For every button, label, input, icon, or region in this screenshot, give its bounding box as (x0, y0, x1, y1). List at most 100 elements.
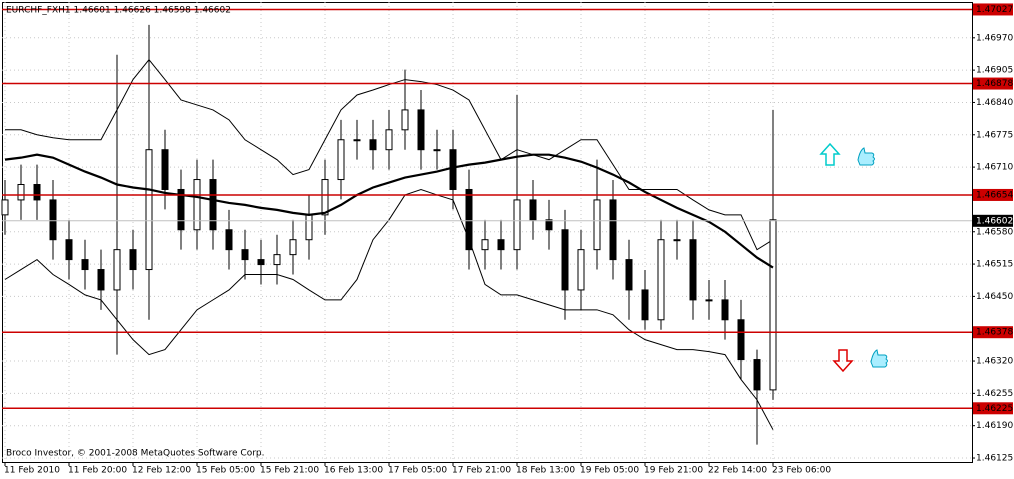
candle-body (177, 188, 185, 231)
candle-body (81, 259, 89, 271)
candle-body (113, 249, 121, 291)
candle-body (257, 259, 265, 266)
x-tick-label: 19 Feb 21:00 (644, 466, 703, 476)
candle-body (289, 239, 297, 256)
level-label: 1.46654 (976, 190, 1013, 200)
y-tick-label: 1.46515 (976, 260, 1013, 270)
candle-body (385, 129, 393, 151)
plot-frame (2, 2, 973, 463)
candle-body (145, 149, 153, 271)
candle-body (337, 139, 345, 181)
x-tick-label: 12 Feb 12:00 (132, 466, 191, 476)
candle-body (433, 149, 441, 152)
candle-body (449, 149, 457, 190)
level-label-box (973, 326, 1013, 339)
candle-body (513, 199, 521, 251)
candle-body (305, 214, 313, 241)
x-tick-label: 22 Feb 14:00 (708, 466, 767, 476)
y-tick-label: 1.46255 (976, 389, 1013, 399)
level-label: 1.46378 (976, 328, 1013, 338)
candle-body (561, 229, 569, 291)
candle-body (545, 219, 553, 231)
candle-body (193, 179, 201, 231)
y-tick-label: 1.46125 (976, 454, 1013, 464)
candle-body (593, 199, 601, 251)
level-label: 1.46878 (976, 79, 1013, 89)
candle-body (161, 149, 169, 190)
y-tick-label: 1.46905 (976, 66, 1013, 76)
plot-layer (1, 2, 975, 466)
candle-body (737, 319, 745, 361)
y-tick-label: 1.46710 (976, 163, 1013, 173)
down-arrow (832, 349, 854, 373)
x-tick-label: 18 Feb 13:00 (516, 466, 575, 476)
candle-body (769, 219, 777, 391)
x-tick-label: 23 Feb 06:00 (772, 466, 831, 476)
candle-body (721, 299, 729, 321)
candle-body (689, 239, 697, 301)
candle-body (417, 109, 425, 151)
band-lower (4, 188, 774, 430)
last-price-label: 1.46602 (976, 216, 1013, 226)
signal-icons (819, 142, 888, 373)
candle-body (49, 199, 57, 241)
y-tick-label: 1.46775 (976, 130, 1013, 140)
candle-body (129, 249, 137, 271)
x-tick-label: 19 Feb 05:00 (580, 466, 639, 476)
level-label-box (973, 77, 1013, 90)
candle-body (465, 188, 473, 251)
copyright: Broco Investor, © 2001-2008 MetaQuotes S… (6, 449, 265, 459)
last-price-box (973, 214, 1013, 227)
up-arrow (819, 142, 841, 166)
candle-body (401, 109, 409, 131)
candle-body (369, 139, 377, 151)
y-tick-label: 1.46970 (976, 33, 1013, 43)
x-tick-label: 15 Feb 05:00 (196, 466, 255, 476)
thumb-icon (870, 349, 888, 368)
candle-body (641, 289, 649, 321)
moving-average (4, 153, 774, 269)
candle-body (97, 269, 105, 291)
y-tick-label: 1.46190 (976, 421, 1013, 431)
y-tick-label: 1.46580 (976, 227, 1013, 237)
chart-title: EURCHF_FXH1 1.46601 1.46626 1.46598 1.46… (6, 6, 231, 16)
x-tick-label: 11 Feb 20:00 (68, 466, 127, 476)
candle-body (753, 359, 761, 391)
candle-body (609, 199, 617, 261)
y-tick-label: 1.46840 (976, 98, 1013, 108)
candle-body (33, 184, 41, 201)
candle-body (1, 199, 9, 216)
level-label-box (973, 3, 1013, 16)
candle-body (497, 239, 505, 251)
level-label-box (973, 402, 1013, 415)
x-tick-label: 17 Feb 05:00 (388, 466, 447, 476)
candle-body (625, 259, 633, 291)
candle-body (241, 249, 249, 261)
candle-body (17, 184, 25, 201)
level-label: 1.47027 (976, 5, 1013, 15)
candle-body (321, 179, 329, 216)
candle-body (225, 229, 233, 251)
candle-body (577, 249, 585, 291)
level-label: 1.46225 (976, 404, 1013, 414)
candle-body (657, 239, 665, 321)
candle-body (353, 139, 361, 142)
y-tick-label: 1.46450 (976, 292, 1013, 302)
x-tick-label: 16 Feb 13:00 (324, 466, 383, 476)
band-upper (5, 58, 774, 251)
x-tick-label: 17 Feb 21:00 (452, 466, 511, 476)
candle-body (481, 239, 489, 251)
x-tick-label: 11 Feb 2010 (4, 466, 60, 476)
candle-body (209, 179, 217, 231)
candle-body (273, 254, 281, 266)
candle-body (673, 239, 681, 242)
y-tick-label: 1.46320 (976, 357, 1013, 367)
candle-body (529, 199, 537, 221)
thumb-icon (857, 147, 875, 166)
candle-body (705, 299, 713, 302)
x-tick-label: 15 Feb 21:00 (260, 466, 319, 476)
candle-body (65, 239, 73, 261)
level-label-box (973, 188, 1013, 201)
